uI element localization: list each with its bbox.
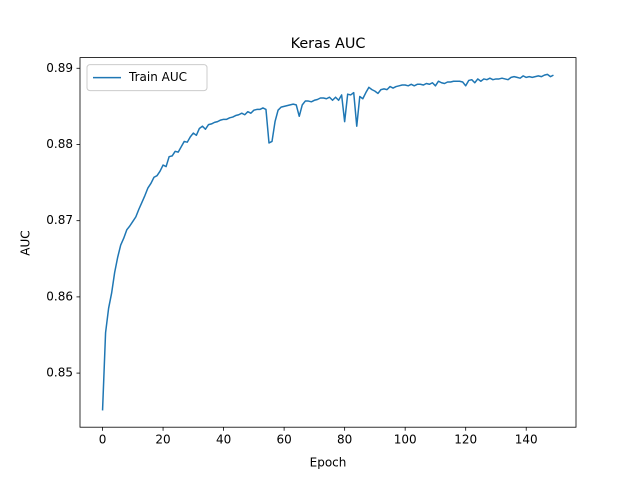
x-tick-label: 20 [155, 433, 170, 447]
y-tick-label: 0.88 [46, 137, 73, 151]
x-axis-label: Epoch [310, 456, 347, 470]
legend-label: Train AUC [128, 70, 187, 84]
x-tick-label: 0 [99, 433, 107, 447]
x-tick-label: 120 [454, 433, 477, 447]
data-line [101, 73, 554, 411]
legend-box [86, 64, 208, 92]
y-tick-label: 0.86 [46, 289, 73, 303]
x-tick-label: 40 [216, 433, 231, 447]
plot-frame [79, 57, 577, 428]
y-tick-label: 0.87 [46, 213, 73, 227]
chart-title: Keras AUC [291, 36, 366, 52]
x-tick-label: 80 [337, 433, 352, 447]
x-tick-label: 140 [515, 433, 538, 447]
x-tick-label: 60 [276, 433, 291, 447]
y-tick-label: 0.85 [46, 366, 73, 380]
x-tick-label: 100 [394, 433, 417, 447]
y-axis-label: AUC [19, 230, 33, 255]
y-tick-label: 0.89 [46, 61, 73, 75]
